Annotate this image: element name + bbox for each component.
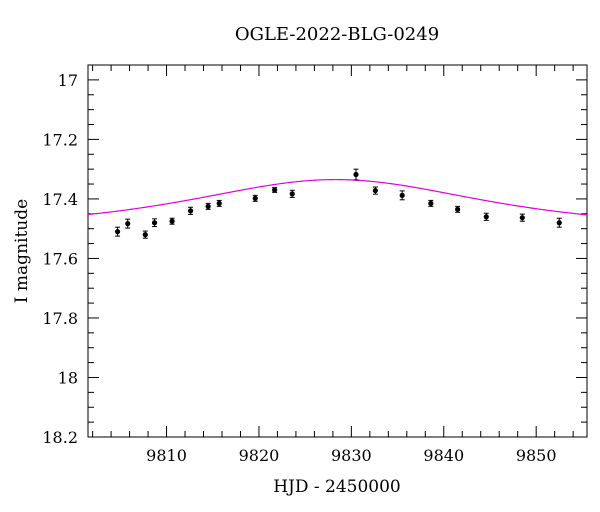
y-tick-label: 17.6 (42, 249, 78, 268)
point-marker (252, 195, 258, 201)
data-point (142, 230, 148, 239)
y-tick-label: 17 (58, 71, 78, 90)
x-tick-label: 9840 (423, 446, 464, 465)
point-marker (289, 191, 295, 197)
point-marker (372, 187, 378, 194)
axis-ticks (88, 64, 587, 438)
point-marker (187, 208, 194, 214)
point-marker (142, 232, 148, 238)
point-marker (428, 200, 434, 206)
data-point (483, 212, 489, 221)
x-tick-labels: 9810 9820 9830 9840 9850 (146, 446, 556, 465)
point-marker (556, 220, 562, 226)
y-axis-label: I magnitude (12, 199, 32, 303)
x-axis-label: HJD - 2450000 (273, 477, 401, 497)
data-point (114, 226, 121, 237)
point-marker (483, 214, 489, 220)
data-point (428, 199, 434, 207)
data-point (125, 218, 131, 229)
data-point (455, 205, 461, 213)
point-marker (353, 171, 359, 178)
x-tick-label: 9820 (239, 446, 280, 465)
point-marker (169, 218, 175, 224)
y-tick-label: 17.4 (42, 190, 78, 209)
data-points (114, 168, 562, 239)
y-tick-label: 17.8 (42, 309, 78, 328)
data-point (399, 190, 405, 201)
x-tick-label: 9830 (331, 446, 372, 465)
y-tick-label: 18 (58, 368, 78, 387)
data-point (353, 168, 359, 181)
data-point (151, 218, 158, 228)
plot-frame (87, 64, 588, 438)
point-marker (125, 221, 131, 227)
point-marker (455, 206, 461, 212)
data-point (252, 194, 258, 202)
data-point (519, 213, 525, 222)
data-point (272, 187, 278, 193)
point-marker (399, 192, 405, 198)
chart-title: OGLE-2022-BLG-0249 (235, 24, 439, 45)
point-marker (519, 215, 525, 221)
data-point (187, 206, 194, 215)
point-marker (272, 187, 278, 193)
data-point (169, 217, 175, 225)
x-tick-label: 9850 (516, 446, 557, 465)
model-curve (87, 178, 588, 216)
point-marker (151, 220, 158, 226)
data-point (205, 202, 211, 210)
y-tick-label: 18.2 (42, 428, 78, 447)
point-marker (114, 229, 121, 235)
y-tick-labels: 17 17.2 17.4 17.6 17.8 18 18.2 (42, 71, 78, 447)
data-point (556, 217, 562, 228)
data-point (289, 189, 295, 198)
x-tick-label: 9810 (146, 446, 187, 465)
point-marker (216, 200, 222, 206)
data-point (372, 186, 378, 195)
data-point (216, 199, 222, 207)
y-tick-label: 17.2 (42, 130, 78, 149)
point-marker (205, 203, 211, 209)
